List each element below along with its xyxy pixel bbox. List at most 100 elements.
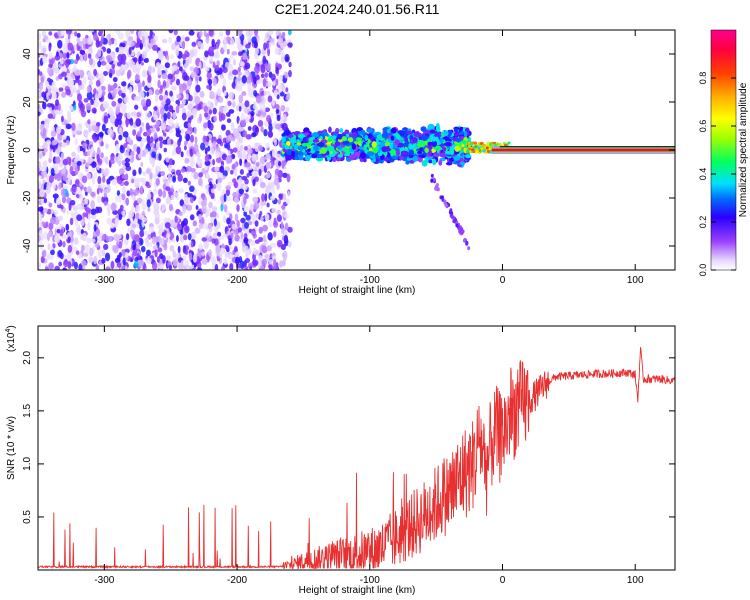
heatmap-cell [82,264,86,270]
heatmap-cell [376,133,383,141]
heatmap-cell [107,235,113,243]
colorbar-tick-label: 0.4 [698,168,708,181]
heatmap-cell [190,71,197,79]
heatmap-cell [243,205,249,213]
heatmap-cell [277,37,284,46]
heatmap-cell [60,204,64,210]
heatmap-cell [177,99,180,107]
heatmap-cell [47,113,54,119]
heatmap-cell [95,39,100,48]
heatmap-cell [241,175,248,181]
heatmap-cell [233,167,238,177]
heatmap-cell [261,156,266,162]
heatmap-cell [166,55,170,61]
heatmap-cell [126,190,131,197]
heatmap-cell [154,248,158,258]
heatmap-cell [94,171,97,179]
heatmap-cell [197,177,203,187]
heatmap-cell [149,142,155,148]
heatmap-cell [263,129,268,137]
heatmap-cell [245,227,251,235]
heatmap-cell [101,249,106,257]
heatmap-cell [225,112,230,117]
heatmap-cell [190,241,194,248]
heatmap-cell [342,140,350,146]
heatmap-cell [259,78,264,83]
heatmap-cell [270,73,276,81]
heatmap-cell [383,142,391,147]
heatmap-cell [297,133,305,139]
heatmap-cell [65,123,72,130]
heatmap-cell [182,177,188,184]
heatmap-cell [242,52,248,60]
heatmap-cell [40,124,45,129]
heatmap-cell [327,156,331,161]
heatmap-cell [398,139,404,144]
heatmap-cell [321,152,327,157]
heatmap-cell [165,98,171,106]
heatmap-cell [135,73,140,82]
heatmap-cell [162,38,168,44]
heatmap-cell [124,162,130,168]
heatmap-cell [169,54,174,60]
heatmap-cell [287,42,293,48]
heatmap-cell [158,263,165,270]
heatmap-cell [141,171,147,176]
heatmap-cell [240,231,244,240]
heatmap-cell [276,239,283,248]
heatmap-cell [147,65,154,73]
heatmap-cell [164,222,171,229]
heatmap-cell [39,84,43,91]
heatmap-cell [103,168,110,177]
heatmap-cell [105,266,111,270]
heatmap-cell [113,39,118,46]
heatmap-cell [56,125,62,135]
heatmap-cell [233,58,236,66]
heatmap-cell [284,222,289,231]
heatmap-cell [104,252,111,262]
heatmap-cell [38,206,44,212]
heatmap-cell [453,155,461,161]
heatmap-cell [131,223,137,228]
heatmap-cell [381,132,389,139]
heatmap-cell [282,172,288,178]
heatmap-cell [278,84,283,93]
heatmap-cell [239,169,244,175]
heatmap-cell [272,79,276,87]
heatmap-cell [294,143,298,150]
heatmap-cell [208,201,213,209]
heatmap-cell [208,30,214,37]
heatmap-cell [147,207,151,212]
heatmap-cell [59,229,64,237]
heatmap-cell [129,229,135,238]
heatmap-cell [75,250,80,256]
heatmap-cell [180,151,184,158]
heatmap-cell [124,252,129,258]
heatmap-cell [277,75,283,82]
heatmap-cell [230,37,235,46]
heatmap-cell [214,64,220,71]
heatmap-cell [121,193,126,201]
heatmap-cell [430,136,437,142]
heatmap-cell [189,214,195,221]
heatmap-cell [97,93,102,99]
heatmap-cell [69,217,74,226]
heatmap-cell [442,146,447,152]
heatmap-cell [267,130,273,138]
heatmap-cell [175,169,182,176]
heatmap-cell [337,153,344,158]
heatmap-cell [285,56,289,62]
heatmap-cell [215,244,221,253]
heatmap-cell [86,237,92,244]
heatmap-cell [320,147,327,154]
heatmap-cell [194,96,201,105]
heatmap-cell [76,32,81,38]
heatmap-cell [398,155,404,160]
heatmap-cell [95,79,101,88]
heatmap-cell [455,137,461,143]
heatmap-cell [197,102,202,111]
heatmap-cell [51,140,57,146]
heatmap-cell [232,191,238,198]
heatmap-cell [153,114,159,121]
heatmap-cell [167,73,173,80]
